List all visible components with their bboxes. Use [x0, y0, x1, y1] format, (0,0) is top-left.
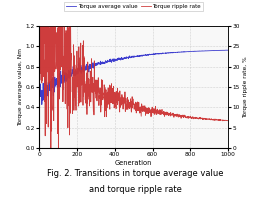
Y-axis label: Torque average value, Nm: Torque average value, Nm: [18, 48, 23, 126]
Y-axis label: Torque ripple rate, %: Torque ripple rate, %: [242, 56, 248, 118]
Legend: Torque average value, Torque ripple rate: Torque average value, Torque ripple rate: [64, 2, 203, 11]
Text: Fig. 2. Transitions in torque average value: Fig. 2. Transitions in torque average va…: [47, 170, 223, 178]
X-axis label: Generation: Generation: [115, 160, 152, 166]
Text: and torque ripple rate: and torque ripple rate: [89, 186, 181, 194]
